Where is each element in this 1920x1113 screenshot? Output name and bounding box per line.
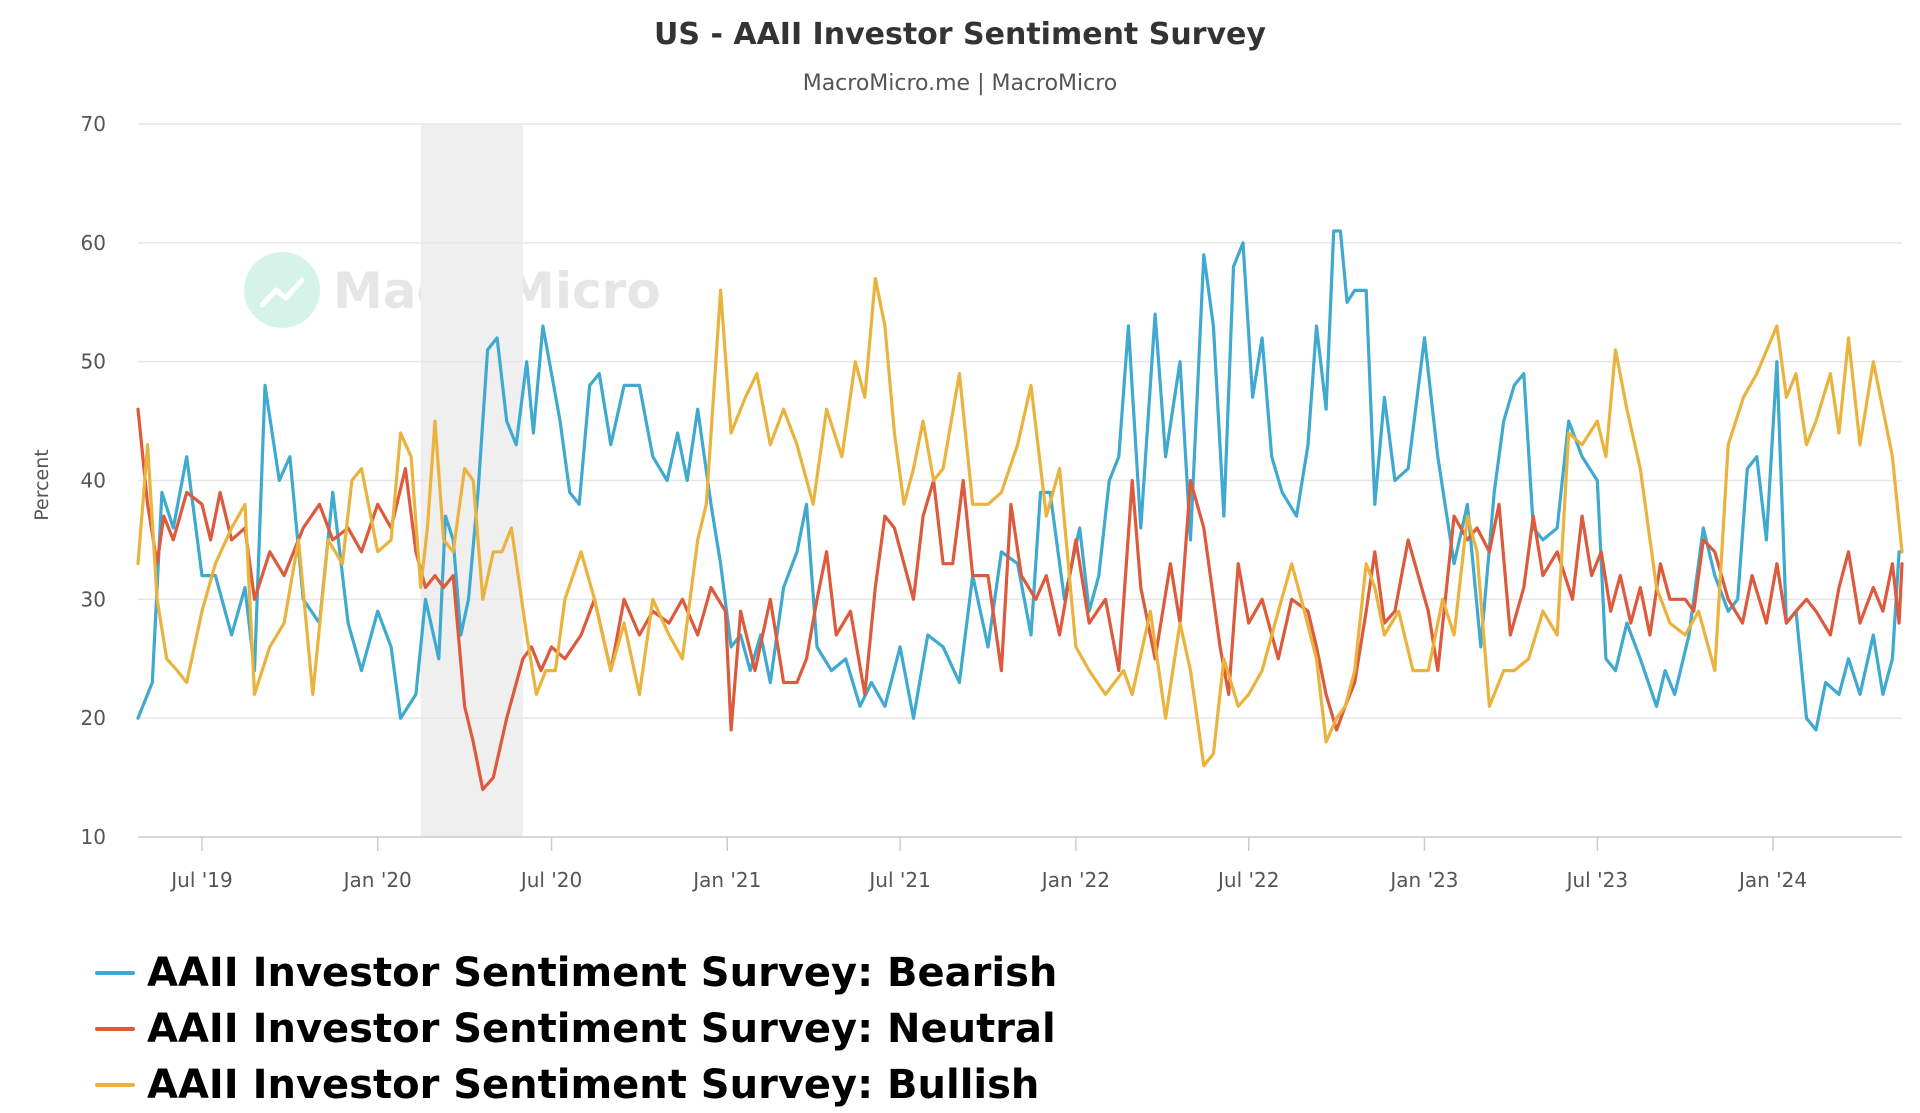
x-tick-label-7: Jan '23 [1388, 868, 1458, 892]
chart-title: US - AAII Investor Sentiment Survey [654, 17, 1266, 52]
legend-label-neutral: AAII Investor Sentiment Survey: Neutral [147, 1006, 1056, 1052]
x-tick-label-1: Jan '20 [342, 868, 412, 892]
legend-item-neutral[interactable]: AAII Investor Sentiment Survey: Neutral [95, 1001, 1056, 1057]
macromicro-logo-icon [244, 252, 320, 328]
y-tick-label-20: 20 [81, 706, 106, 730]
y-tick-label-10: 10 [81, 825, 106, 849]
x-tick-label-0: Jul '19 [169, 868, 232, 892]
y-axis-ticks: 10 20 30 40 50 60 70 [81, 112, 106, 849]
legend-label-bearish: AAII Investor Sentiment Survey: Bearish [147, 950, 1058, 996]
legend-label-bullish: AAII Investor Sentiment Survey: Bullish [147, 1062, 1040, 1108]
y-tick-label-50: 50 [81, 350, 106, 374]
y-tick-label-60: 60 [81, 231, 106, 255]
legend-item-bearish[interactable]: AAII Investor Sentiment Survey: Bearish [95, 945, 1057, 1001]
legend-swatch-bearish [95, 971, 135, 975]
series-line-1[interactable] [136, 407, 1904, 792]
x-tick-label-2: Jul '20 [519, 868, 582, 892]
series-lines [136, 229, 1904, 792]
line-chart: US - AAII Investor Sentiment Survey Macr… [31, 17, 1904, 892]
legend-swatch-bullish [95, 1083, 135, 1087]
x-tick-label-4: Jul '21 [867, 868, 930, 892]
logo-trend-icon [259, 277, 305, 308]
x-tick-label-8: Jul '23 [1565, 868, 1628, 892]
x-tick-label-9: Jan '24 [1737, 868, 1807, 892]
legend-item-bullish[interactable]: AAII Investor Sentiment Survey: Bullish [95, 1057, 1039, 1113]
x-axis: Jul '19 Jan '20 Jul '20 Jan '21 Jul '21 Jan '… [169, 837, 1807, 892]
legend-swatch-neutral [95, 1027, 135, 1031]
x-tick-label-6: Jul '22 [1216, 868, 1279, 892]
y-tick-label-30: 30 [81, 587, 106, 611]
y-axis-label: Percent [31, 449, 53, 521]
legend: AAII Investor Sentiment Survey: Bearish … [95, 945, 1895, 1113]
chart-subtitle: MacroMicro.me | MacroMicro [803, 71, 1118, 96]
y-tick-label-70: 70 [81, 112, 106, 136]
x-tick-label-5: Jan '22 [1040, 868, 1110, 892]
y-gridlines [138, 123, 1902, 838]
y-tick-label-40: 40 [81, 469, 106, 493]
series-line-2[interactable] [136, 276, 1904, 768]
x-tick-label-3: Jan '21 [691, 868, 761, 892]
